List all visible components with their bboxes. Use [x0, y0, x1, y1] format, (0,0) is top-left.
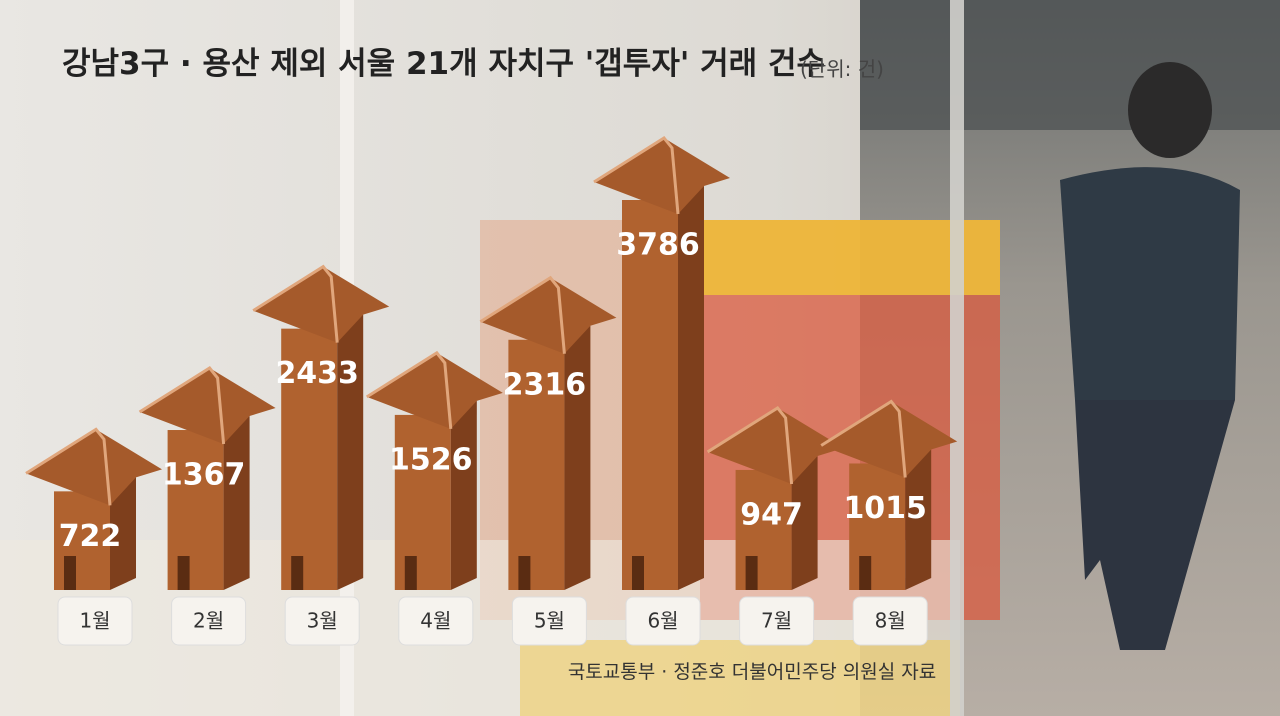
bar-side — [564, 325, 591, 590]
house: 1367 — [138, 366, 276, 590]
bar-side — [337, 314, 364, 590]
door — [745, 556, 758, 590]
category-box — [852, 596, 928, 646]
category-box — [171, 596, 247, 646]
category-box — [739, 596, 815, 646]
value-label: 3786 — [616, 228, 700, 263]
source-note: 국토교통부 · 정준호 더불어민주당 의원실 자료 — [568, 661, 936, 683]
bar-side — [678, 186, 704, 590]
x-tick-label: 8월 — [875, 609, 906, 633]
bar-side — [791, 455, 818, 590]
x-tick-label: 4월 — [420, 609, 451, 633]
door — [177, 556, 190, 590]
roof-edge — [252, 264, 339, 343]
house: 3786 — [593, 136, 730, 590]
house: 2316 — [479, 275, 617, 590]
door — [291, 556, 304, 590]
category-box — [625, 596, 701, 646]
bar — [508, 339, 565, 590]
x-tick-label: 7월 — [761, 609, 792, 633]
door — [859, 556, 872, 590]
roof-edge — [138, 366, 226, 445]
roof — [707, 407, 844, 484]
value-label: 1367 — [162, 458, 246, 493]
unit-label: (단위: 건) — [800, 57, 884, 81]
door — [632, 556, 644, 590]
value-label: 947 — [740, 497, 803, 532]
bar — [622, 200, 678, 590]
roof — [480, 277, 617, 354]
bar-side — [110, 477, 136, 590]
house: 947 — [706, 405, 844, 590]
value-label: 2316 — [503, 367, 587, 402]
x-tick-label: 5월 — [534, 609, 565, 633]
bar — [849, 463, 906, 590]
roof — [26, 429, 162, 506]
bar — [394, 414, 451, 590]
door — [404, 556, 417, 590]
chart-title: 강남3구 · 용산 제외 서울 21개 자치구 '갭투자' 거래 건수 — [62, 46, 825, 82]
house: 722 — [25, 427, 162, 590]
category-box — [57, 596, 133, 646]
value-label: 1015 — [843, 491, 927, 526]
house: 1015 — [820, 399, 958, 590]
house: 2433 — [252, 264, 390, 590]
bar — [54, 491, 110, 590]
roof — [821, 401, 958, 478]
roof-edge — [593, 136, 680, 215]
bar — [735, 469, 792, 590]
value-label: 722 — [59, 519, 122, 554]
category-box — [398, 596, 474, 646]
bar-side — [905, 449, 932, 590]
value-label: 2433 — [275, 356, 359, 391]
roof-edge — [706, 405, 794, 485]
roof-edge — [366, 350, 453, 430]
category-box — [284, 596, 360, 646]
bar-side — [450, 400, 477, 590]
x-tick-label: 3월 — [307, 609, 338, 633]
x-tick-label: 2월 — [193, 609, 224, 633]
x-tick-label: 6월 — [647, 609, 678, 633]
value-label: 1526 — [389, 442, 473, 477]
roof — [253, 266, 390, 343]
bar — [167, 430, 224, 590]
roof — [594, 138, 730, 214]
bar — [281, 328, 338, 590]
roof-edge — [820, 399, 907, 478]
house: 1526 — [366, 350, 503, 590]
roof-edge — [479, 275, 566, 354]
roof — [139, 368, 276, 445]
category-box — [511, 596, 587, 646]
door — [518, 556, 531, 590]
roof-edge — [25, 427, 112, 506]
door — [64, 556, 76, 590]
roof — [366, 352, 503, 429]
bar-side — [223, 416, 250, 590]
x-tick-label: 1월 — [79, 609, 110, 633]
